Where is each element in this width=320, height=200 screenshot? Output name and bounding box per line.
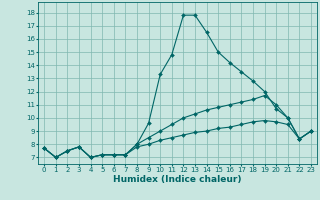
X-axis label: Humidex (Indice chaleur): Humidex (Indice chaleur) bbox=[113, 175, 242, 184]
